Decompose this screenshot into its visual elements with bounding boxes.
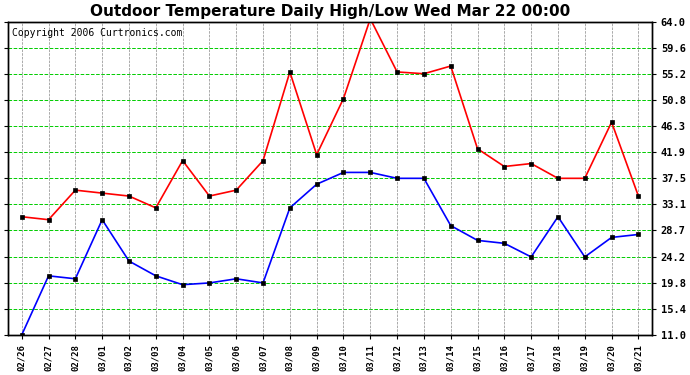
Title: Outdoor Temperature Daily High/Low Wed Mar 22 00:00: Outdoor Temperature Daily High/Low Wed M… <box>90 4 570 19</box>
Text: Copyright 2006 Curtronics.com: Copyright 2006 Curtronics.com <box>12 28 182 38</box>
